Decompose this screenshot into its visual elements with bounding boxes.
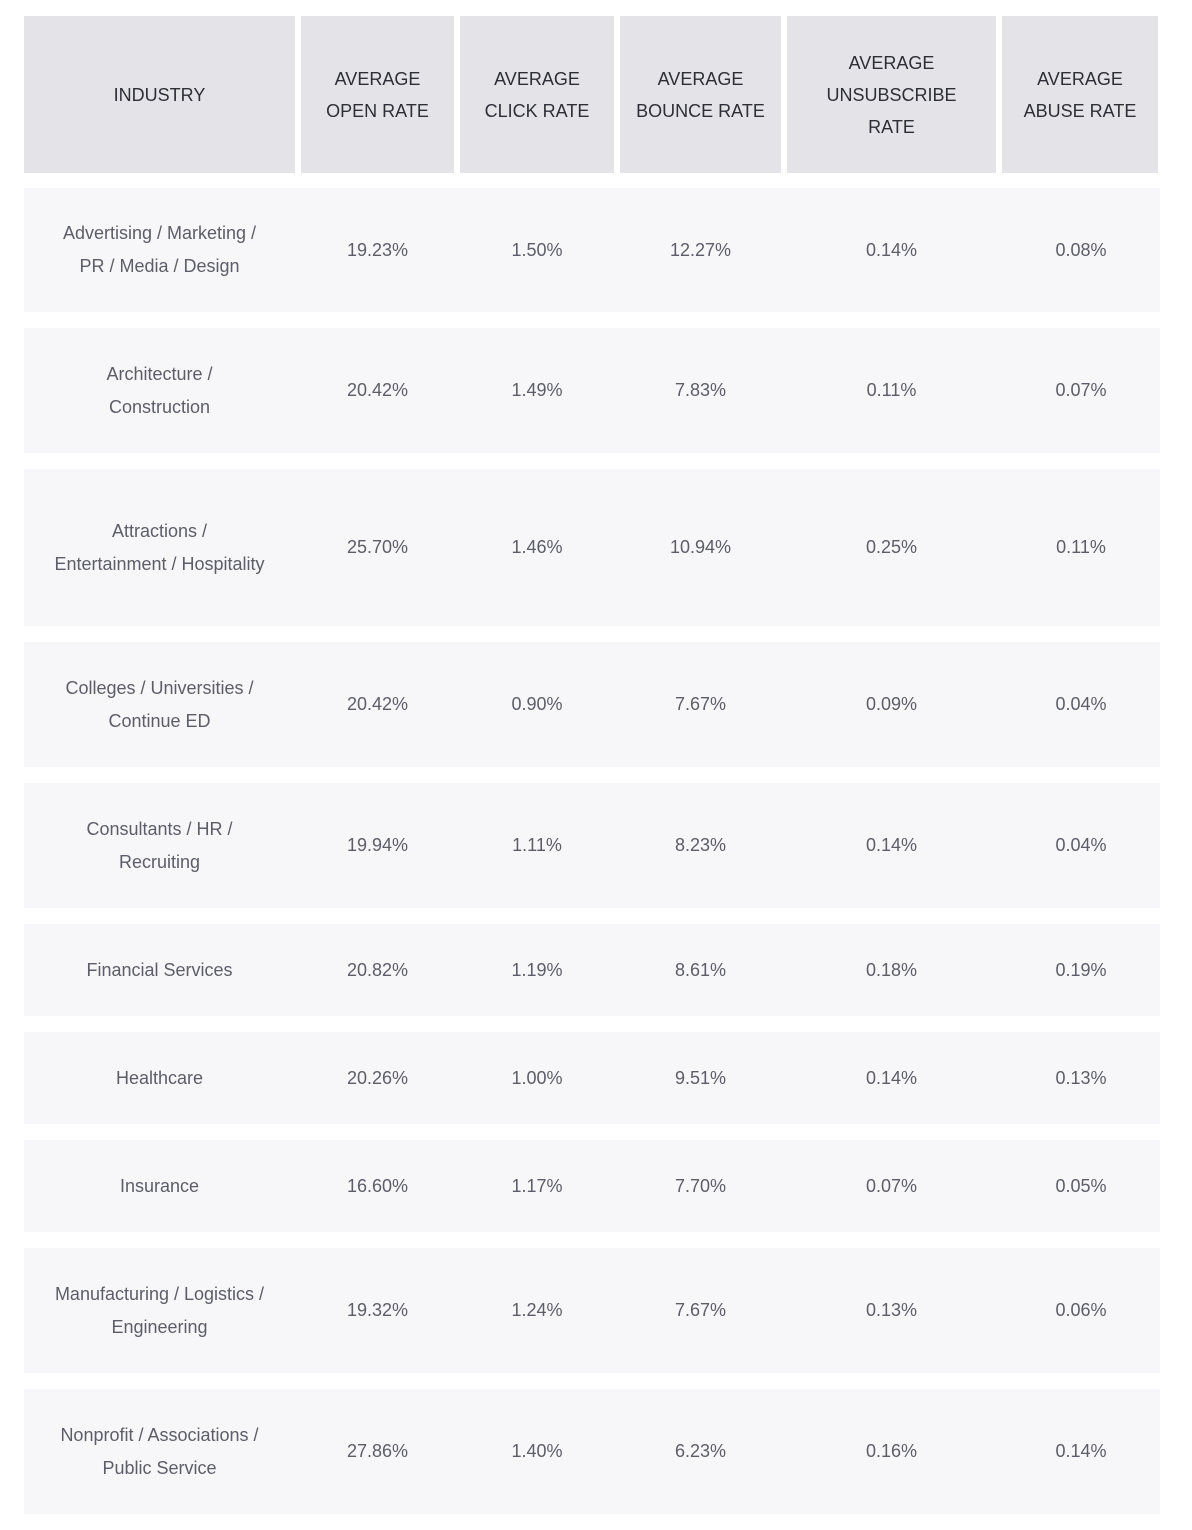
rate-cell: 20.42% — [346, 380, 409, 400]
rate-cell: 0.13% — [865, 1300, 918, 1320]
rate-cell: 0.11% — [1056, 537, 1106, 557]
table-row: Insurance 16.60% 1.17% 7.70% 0.07% 0.05% — [24, 1140, 1160, 1232]
rate-cell: 1.24% — [511, 1300, 563, 1320]
rate-cell: 0.14% — [865, 239, 918, 260]
table-row: Consultants / HR / Recruiting 19.94% 1.11%… — [24, 783, 1160, 908]
rate-cell: 16.60% — [346, 1175, 409, 1196]
rate-cell: 19.94% — [346, 835, 409, 855]
rate-cell: 0.08% — [1055, 239, 1107, 260]
rate-cell: 1.46% — [511, 537, 563, 557]
table-row: Attractions / Entertainment / Hospitalit… — [24, 469, 1160, 626]
rate-cell: 20.26% — [346, 1067, 409, 1088]
benchmark-table: INDUSTRY AVERAGE OPEN RATE AVERAGE CLICK R… — [24, 16, 1160, 1530]
rate-cell: 7.67% — [674, 1300, 727, 1320]
rate-cell: 0.04% — [1055, 835, 1107, 855]
rate-cell: 0.05% — [1055, 1175, 1107, 1196]
rate-cell: 10.94% — [669, 537, 732, 557]
rate-cell: 0.90% — [511, 694, 563, 714]
header-cell: AVERAGE BOUNCE RATE — [620, 16, 781, 173]
rate-cell: 0.13% — [1055, 1067, 1107, 1088]
industry-cell: Colleges / Universities / Continue ED — [65, 677, 254, 731]
rate-cell: 19.23% — [346, 239, 409, 260]
rate-cell: 1.19% — [511, 959, 563, 980]
rate-cell: 12.27% — [669, 239, 732, 260]
rate-cell: 20.82% — [346, 959, 409, 980]
rate-cell: 1.11% — [512, 835, 562, 855]
rate-cell: 0.14% — [1055, 1441, 1107, 1461]
rate-cell: 0.06% — [1055, 1300, 1107, 1320]
header-cell: AVERAGE CLICK RATE — [460, 16, 614, 173]
rate-cell: 25.70% — [346, 537, 409, 557]
rate-cell: 19.32% — [346, 1300, 409, 1320]
rate-cell: 9.51% — [674, 1067, 727, 1088]
table-row: Healthcare 20.26% 1.00% 9.51% 0.14% 0.13% — [24, 1032, 1160, 1124]
industry-cell: Healthcare — [115, 1067, 204, 1088]
rate-cell: 0.18% — [865, 959, 918, 980]
industry-cell: Insurance — [119, 1175, 200, 1196]
rate-cell: 6.23% — [674, 1441, 727, 1461]
rate-cell: 0.07% — [1055, 380, 1107, 400]
rate-cell: 0.04% — [1055, 694, 1107, 714]
header-row: INDUSTRY AVERAGE OPEN RATE AVERAGE CLICK R… — [24, 16, 1160, 173]
rate-cell: 27.86% — [346, 1441, 409, 1461]
industry-cell: Consultants / HR / Recruiting — [86, 818, 233, 872]
rate-cell: 1.00% — [511, 1067, 563, 1088]
rate-cell: 1.17% — [511, 1175, 563, 1196]
table-row: Architecture / Construction 20.42% 1.49% 7.… — [24, 328, 1160, 453]
header-cell: AVERAGE OPEN RATE — [301, 16, 454, 173]
rate-cell: 7.83% — [674, 380, 727, 400]
rate-cell: 7.67% — [674, 694, 727, 714]
rate-cell: 0.11% — [866, 380, 917, 400]
industry-cell: Attractions / Entertainment / Hospitalit… — [54, 520, 265, 574]
industry-cell: Manufacturing / Logistics / Engineering — [54, 1283, 265, 1337]
header-cell: AVERAGE UNSUBSCRIBE RATE — [787, 16, 996, 173]
rate-cell: 8.23% — [674, 835, 727, 855]
industry-cell: Nonprofit / Associations / Public Servic… — [60, 1424, 259, 1478]
table-row: Advertising / Marketing / PR / Media / D… — [24, 188, 1160, 312]
rate-cell: 20.42% — [346, 694, 409, 714]
industry-cell: Financial Services — [86, 959, 233, 980]
rate-cell: 1.50% — [511, 239, 563, 260]
table-row: Manufacturing / Logistics / Engineering 1… — [24, 1248, 1160, 1373]
rate-cell: 0.09% — [865, 694, 918, 714]
header-cell: AVERAGE ABUSE RATE — [1002, 16, 1158, 173]
rate-cell: 0.07% — [865, 1175, 918, 1196]
rate-cell: 8.61% — [674, 959, 727, 980]
rate-cell: 7.70% — [674, 1175, 727, 1196]
industry-cell: Advertising / Marketing / PR / Media / D… — [62, 223, 257, 276]
table-row: Financial Services 20.82% 1.19% 8.61% 0.18% 0… — [24, 924, 1160, 1016]
rate-cell: 1.49% — [511, 380, 563, 400]
rate-cell: 0.14% — [865, 1067, 918, 1088]
table-row: Nonprofit / Associations / Public Servic… — [24, 1389, 1160, 1514]
industry-cell: Architecture / Construction — [106, 363, 213, 417]
rate-cell: 0.14% — [865, 835, 918, 855]
rate-cell: 0.16% — [865, 1441, 918, 1461]
rate-cell: 1.40% — [511, 1441, 563, 1461]
rate-cell: 0.25% — [865, 537, 918, 557]
header-cell: INDUSTRY — [24, 16, 295, 173]
table-row: Colleges / Universities / Continue ED 20.… — [24, 642, 1160, 767]
rate-cell: 0.19% — [1055, 959, 1107, 980]
